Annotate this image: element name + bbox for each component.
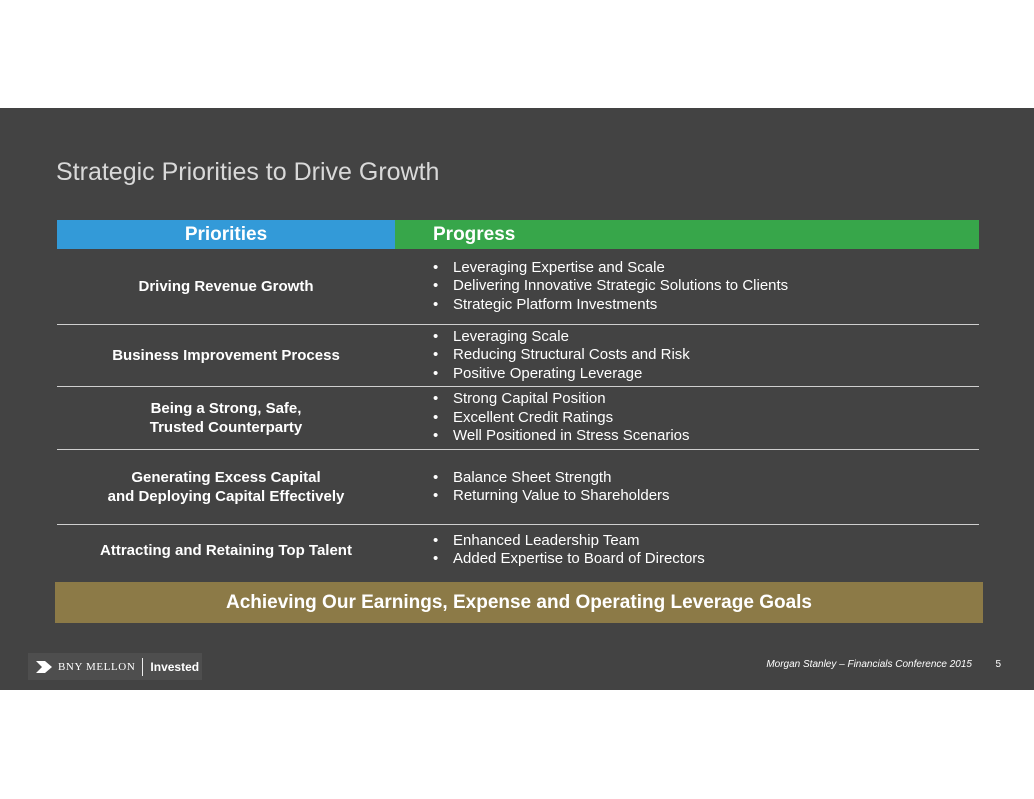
progress-text: Well Positioned in Stress Scenarios [453,427,690,445]
priority-label: Business Improvement Process [112,347,340,364]
progress-text: Balance Sheet Strength [453,468,612,486]
table-row: Business Improvement Process • Leveraging … [57,325,979,387]
progress-text: Positive Operating Leverage [453,364,643,382]
logo-brand: BNY MELLON [58,660,136,673]
bullet-icon: • [433,327,439,345]
progress-bullet: • Strategic Platform Investments [433,296,979,315]
bullet-icon: • [433,550,439,567]
progress-text: Added Expertise to Board of Directors [453,550,705,567]
progress-bullet: • Delivering Innovative Strategic Solutio… [433,277,979,296]
progress-bullet: • Positive Operating Leverage [433,365,979,384]
progress-text: Strategic Platform Investments [453,295,658,313]
progress-text: Enhanced Leadership Team [453,531,640,549]
bullet-icon: • [433,390,439,408]
progress-bullet: • Added Expertise to Board of Directors [433,550,979,569]
bny-mellon-logo: BNY MELLON Invested [28,653,202,680]
progress-text: Excellent Credit Ratings [453,408,614,426]
priority-label: Driving Revenue Growth [138,278,314,295]
progress-bullet: • Strong Capital Position [433,390,979,409]
table-row: Attracting and Retaining Top Talent • Enha… [57,525,979,575]
progress-bullet: • Reducing Structural Costs and Risk [433,346,979,365]
progress-text: Returning Value to Shareholders [453,487,670,504]
table-row: Being a Strong, Safe, Trusted Counterpart… [57,387,979,450]
progress-bullet: • Well Positioned in Stress Scenarios [433,427,979,446]
progress-cell: • Leveraging Expertise and Scale • Deliveri… [395,249,979,324]
arrow-icon [36,660,52,673]
priority-cell: Business Improvement Process [57,325,395,386]
priority-cell: Attracting and Retaining Top Talent [57,525,395,575]
bullet-icon: • [433,346,439,364]
bullet-icon: • [433,531,439,549]
progress-cell: • Leveraging Scale • Reducing Structural Co… [395,325,979,386]
progress-cell: • Strong Capital Position • Excellent Credi… [395,387,979,449]
priority-label: Being a Strong, Safe, [150,400,302,417]
bullet-icon: • [433,427,439,445]
progress-bullet: • Enhanced Leadership Team [433,532,979,551]
bullet-icon: • [433,295,439,313]
table-row: Generating Excess Capital and Deploying C… [57,450,979,525]
priority-label: Trusted Counterparty [149,419,303,436]
priority-label: Attracting and Retaining Top Talent [100,541,352,559]
priority-label: and Deploying Capital Effectively [107,488,345,505]
progress-header: Progress [395,220,979,249]
progress-text: Delivering Innovative Strategic Solution… [453,277,789,295]
progress-cell: • Enhanced Leadership Team • Added Expertis… [395,525,979,575]
bullet-icon: • [433,364,439,382]
progress-text: Reducing Structural Costs and Risk [453,346,690,364]
progress-bullet: • Returning Value to Shareholders [433,487,979,506]
progress-text: Leveraging Scale [453,327,569,345]
logo-tagline: Invested [150,659,200,674]
table-row: Driving Revenue Growth • Leveraging Expert… [57,249,979,325]
progress-text: Strong Capital Position [453,390,606,408]
progress-cell: • Balance Sheet Strength • Returning Value … [395,450,979,524]
logo-divider [142,657,144,676]
slide-title: Strategic Priorities to Drive Growth [56,158,440,186]
bullet-icon: • [433,277,439,295]
priorities-header: Priorities [57,220,395,249]
progress-bullet: • Balance Sheet Strength [433,469,979,488]
priority-cell: Generating Excess Capital and Deploying C… [57,450,395,524]
progress-bullet: • Excellent Credit Ratings [433,409,979,428]
priority-label: Generating Excess Capital [131,469,321,486]
slide: Strategic Priorities to Drive Growth Pri… [0,108,1034,690]
progress-bullet: • Leveraging Expertise and Scale [433,259,979,278]
bullet-icon: • [433,468,439,486]
progress-bullet: • Leveraging Scale [433,328,979,347]
goals-banner: Achieving Our Earnings, Expense and Oper… [55,582,983,623]
bullet-icon: • [433,408,439,426]
bullet-icon: • [433,487,439,504]
footer-conference: Morgan Stanley – Financials Conference 2… [766,659,972,670]
priority-cell: Being a Strong, Safe, Trusted Counterpart… [57,387,395,449]
page-number: 5 [995,659,1001,670]
bullet-icon: • [433,258,439,276]
progress-text: Leveraging Expertise and Scale [453,258,665,276]
priority-cell: Driving Revenue Growth [57,249,395,324]
